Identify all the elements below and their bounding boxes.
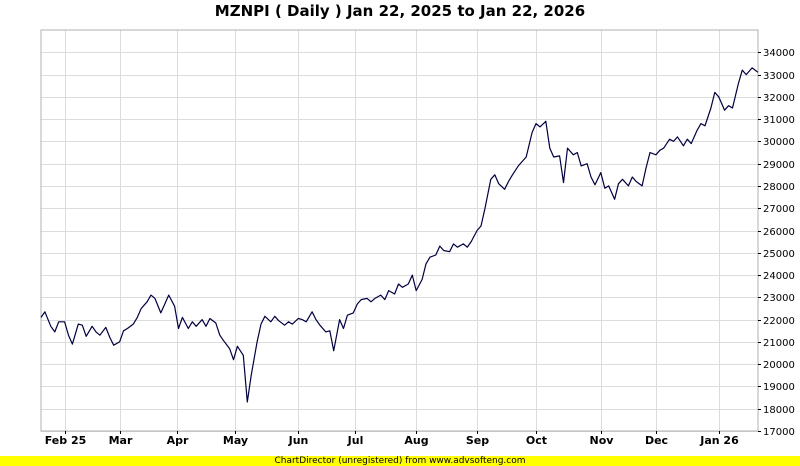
y-tick-label: 30000 [763,137,795,148]
x-tick-label: Oct [526,434,547,447]
chart-title: MZNPI ( Daily ) Jan 22, 2025 to Jan 22, … [214,2,586,20]
y-tick-label: 19000 [763,382,795,393]
y-tick-label: 17000 [763,427,795,438]
y-tick-label: 18000 [763,405,795,416]
series-line-group [40,67,759,403]
plot-area-border [40,29,759,432]
x-axis: Feb 25 Mar Apr May Jun Jul Aug Sep Oct Nov Dec Jan … [45,431,739,447]
grid-lines [41,30,758,432]
y-tick-label: 31000 [763,115,795,126]
y-tick-label: 33000 [763,71,795,82]
x-tick-label: Aug [404,434,428,447]
y-tick-label: 20000 [763,360,795,371]
x-tick-label: Sep [466,434,489,447]
line-chart: 17000 18000 19000 20000 21000 22000 23000 24000… [40,29,795,447]
x-tick-label: Jan 26 [699,434,739,447]
x-tick-label: Jul [347,434,364,447]
y-tick-label: 32000 [763,93,795,104]
x-tick-label: Dec [645,434,668,447]
y-tick-label: 21000 [763,338,795,349]
y-tick-label: 29000 [763,160,795,171]
x-tick-label: May [223,434,248,447]
y-tick-label: 34000 [763,48,795,59]
y-tick-label: 28000 [763,182,795,193]
y-tick-label: 25000 [763,249,795,260]
x-tick-label: Mar [109,434,133,447]
x-tick-label: Nov [590,434,615,447]
y-tick-label: 27000 [763,204,795,215]
x-tick-label: Apr [167,434,189,447]
y-tick-label: 24000 [763,271,795,282]
y-tick-label: 23000 [763,293,795,304]
plot-area-background [41,30,758,431]
footer-watermark: ChartDirector (unregistered) from www.ad… [0,456,800,466]
y-tick-label: 26000 [763,227,795,238]
y-axis: 17000 18000 19000 20000 21000 22000 23000 24000… [758,48,795,438]
x-tick-label: Feb 25 [45,434,87,447]
y-tick-label: 22000 [763,316,795,327]
series-line [40,67,759,403]
x-tick-label: Jun [288,434,309,447]
